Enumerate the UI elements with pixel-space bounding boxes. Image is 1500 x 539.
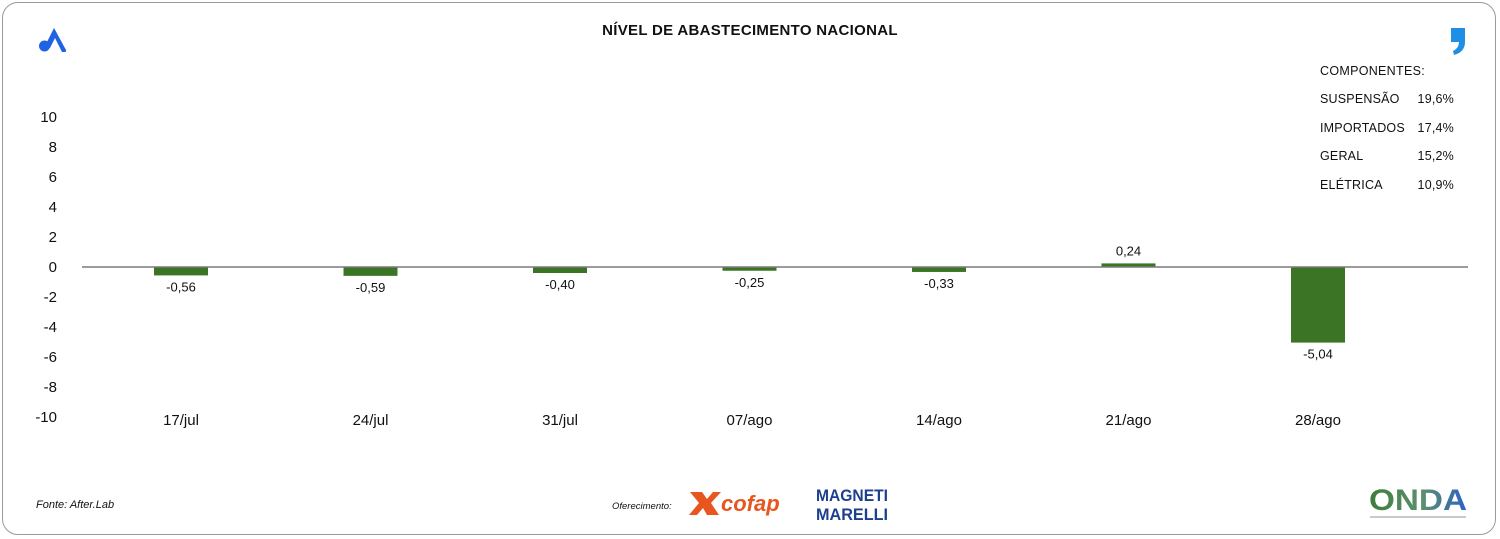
brand-a-logo-icon bbox=[39, 28, 67, 52]
component-row: ELÉTRICA 10,9% bbox=[1320, 178, 1454, 207]
component-row: SUSPENSÃO 19,6% bbox=[1320, 92, 1454, 121]
x-tick-label: 17/jul bbox=[163, 412, 199, 429]
onda-logo: ONDA bbox=[1369, 484, 1467, 518]
x-tick-label: 07/ago bbox=[727, 412, 773, 429]
magneti-marelli-logo: MAGNETI MARELLI bbox=[816, 486, 888, 523]
component-label: ELÉTRICA bbox=[1320, 177, 1383, 192]
x-tick-label: 28/ago bbox=[1295, 412, 1341, 429]
components-title: COMPONENTES: bbox=[1320, 64, 1425, 78]
y-tick-label: -4 bbox=[44, 319, 57, 336]
data-label: -0,33 bbox=[924, 276, 954, 291]
data-label: -0,25 bbox=[735, 275, 765, 290]
component-row: GERAL 15,2% bbox=[1320, 149, 1454, 178]
y-tick-label: -2 bbox=[44, 289, 57, 306]
y-tick-label: 8 bbox=[49, 139, 57, 156]
x-tick-label: 31/jul bbox=[542, 412, 578, 429]
x-tick-label: 24/jul bbox=[353, 412, 389, 429]
magneti-wordmark: MAGNETI bbox=[816, 486, 888, 505]
page-title: NÍVEL DE ABASTECIMENTO NACIONAL bbox=[602, 22, 898, 39]
component-label: SUSPENSÃO bbox=[1320, 92, 1400, 106]
bar bbox=[722, 267, 777, 271]
component-value: 15,2% bbox=[1417, 149, 1454, 163]
bar bbox=[154, 267, 208, 276]
component-label: IMPORTADOS bbox=[1320, 120, 1405, 135]
y-tick-label: -10 bbox=[35, 409, 57, 426]
y-tick-label: 0 bbox=[49, 259, 57, 276]
data-label: -5,04 bbox=[1303, 347, 1333, 362]
cofap-logo: cofap bbox=[689, 491, 780, 516]
y-tick-label: 4 bbox=[49, 199, 57, 216]
onda-wordmark: ONDA bbox=[1369, 484, 1467, 517]
data-label: -0,56 bbox=[166, 279, 196, 294]
data-label: -0,59 bbox=[356, 280, 386, 295]
y-tick-label: -8 bbox=[44, 379, 57, 396]
data-label: -0,40 bbox=[545, 277, 575, 292]
component-value: 17,4% bbox=[1417, 120, 1454, 135]
x-tick-label: 14/ago bbox=[916, 412, 962, 429]
y-tick-label: 6 bbox=[49, 169, 57, 186]
source-note: Fonte: After.Lab bbox=[36, 499, 115, 511]
component-value: 10,9% bbox=[1417, 177, 1454, 192]
y-tick-label: 10 bbox=[40, 109, 57, 126]
y-tick-label: 2 bbox=[49, 229, 57, 246]
components-panel: COMPONENTES: SUSPENSÃO 19,6% IMPORTADOS … bbox=[1320, 64, 1454, 206]
component-label: GERAL bbox=[1320, 149, 1364, 163]
component-value: 19,6% bbox=[1417, 92, 1454, 106]
bar bbox=[912, 267, 966, 272]
sponsor-label: Oferecimento: bbox=[612, 501, 672, 512]
x-tick-label: 21/ago bbox=[1106, 412, 1152, 429]
data-label: 0,24 bbox=[1116, 243, 1141, 258]
quote-icon bbox=[1451, 28, 1465, 55]
cofap-wordmark: cofap bbox=[721, 491, 780, 516]
marelli-wordmark: MARELLI bbox=[816, 505, 888, 523]
bar bbox=[533, 267, 587, 273]
bar bbox=[1291, 267, 1345, 343]
y-tick-label: -6 bbox=[44, 349, 57, 366]
bar bbox=[1101, 263, 1156, 267]
component-row: IMPORTADOS 17,4% bbox=[1320, 121, 1454, 150]
bar bbox=[343, 267, 398, 276]
